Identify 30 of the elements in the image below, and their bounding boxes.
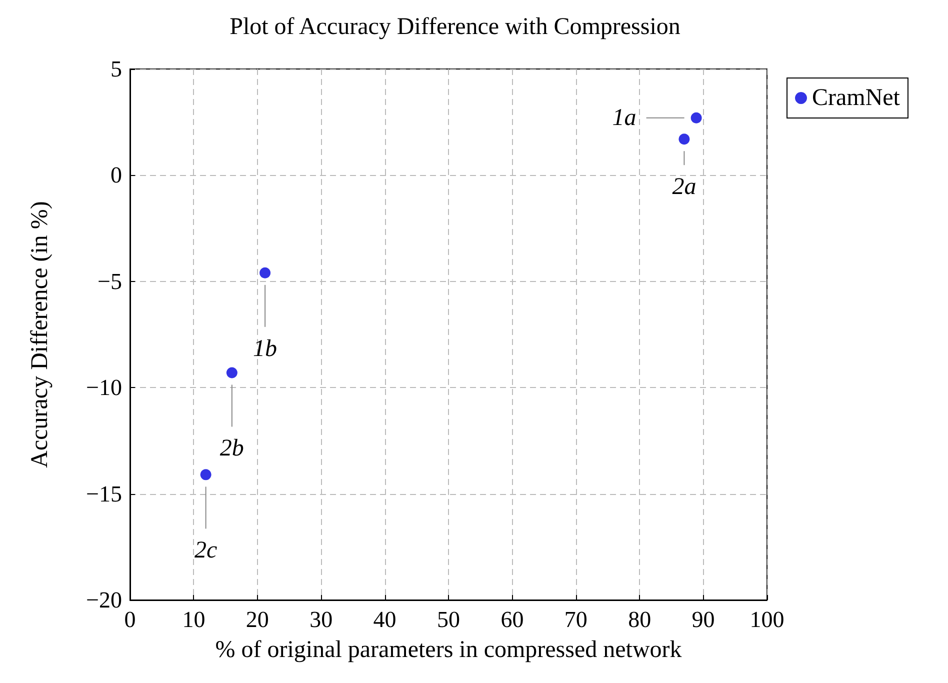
annotation: 2a	[672, 174, 696, 200]
x-tick-label: 30	[310, 607, 333, 632]
y-tick-label: −15	[86, 481, 122, 506]
y-tick-label: −20	[86, 588, 122, 612]
x-tick-label: 80	[628, 607, 652, 632]
point	[260, 267, 271, 278]
annotation: 2b	[220, 436, 244, 462]
point	[226, 367, 238, 378]
y-tick-label: 5	[110, 56, 122, 82]
x-tick-label: 50	[437, 607, 460, 632]
legend-label: CramNet	[812, 85, 900, 111]
x-tick-label: 10	[182, 607, 206, 632]
point	[678, 134, 690, 145]
x-tick-label: 90	[692, 607, 715, 632]
annotation: 1b	[253, 336, 278, 362]
x-tick-label: 40	[373, 607, 396, 632]
y-axis-title: Accuracy Difference (in %)	[27, 201, 53, 468]
annotation: 1a	[612, 104, 636, 131]
y-tick-label: −10	[86, 375, 122, 400]
point	[200, 469, 212, 480]
x-tick-label: 60	[500, 607, 524, 632]
annotation: 2c	[194, 538, 218, 564]
x-axis-title: % of original parameters in compressed network	[215, 637, 682, 663]
chart-title: Plot of Accuracy Difference with Compression	[230, 14, 680, 40]
y-tick-label: −5	[98, 268, 122, 294]
y-tick-label: 0	[110, 162, 122, 188]
x-tick-label: 100	[750, 607, 784, 632]
x-tick-label: 70	[564, 607, 588, 632]
point	[690, 112, 702, 124]
x-tick-label: 20	[246, 607, 269, 632]
